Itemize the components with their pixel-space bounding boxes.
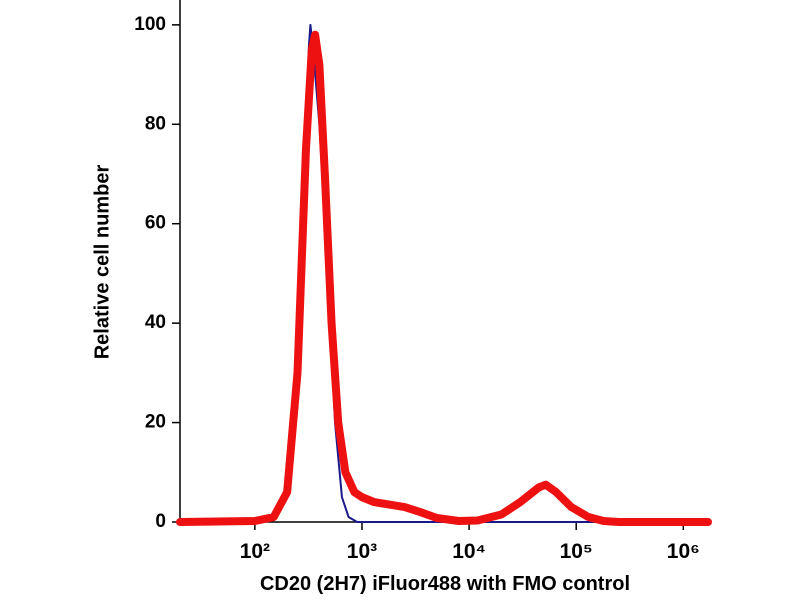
x-tick-label: 10³ <box>347 540 377 563</box>
series-line <box>179 23 709 523</box>
y-tick-label: 20 <box>145 412 166 433</box>
x-axis-label: CD20 (2H7) iFluor488 with FMO control <box>260 573 630 595</box>
x-tick-label: 10⁴ <box>452 540 486 563</box>
y-tick-label: 80 <box>145 113 166 134</box>
y-tick-label: 40 <box>145 312 166 333</box>
x-tick-label: 10⁶ <box>667 540 700 563</box>
y-tick-label: 0 <box>155 511 166 532</box>
y-tick-label: 60 <box>145 213 166 234</box>
y-axis-label: Relative cell number <box>91 165 113 360</box>
x-tick-label: 10² <box>240 540 270 563</box>
series-line <box>176 30 712 526</box>
y-tick-label: 100 <box>134 14 166 35</box>
x-tick-label: 10⁵ <box>560 540 593 563</box>
